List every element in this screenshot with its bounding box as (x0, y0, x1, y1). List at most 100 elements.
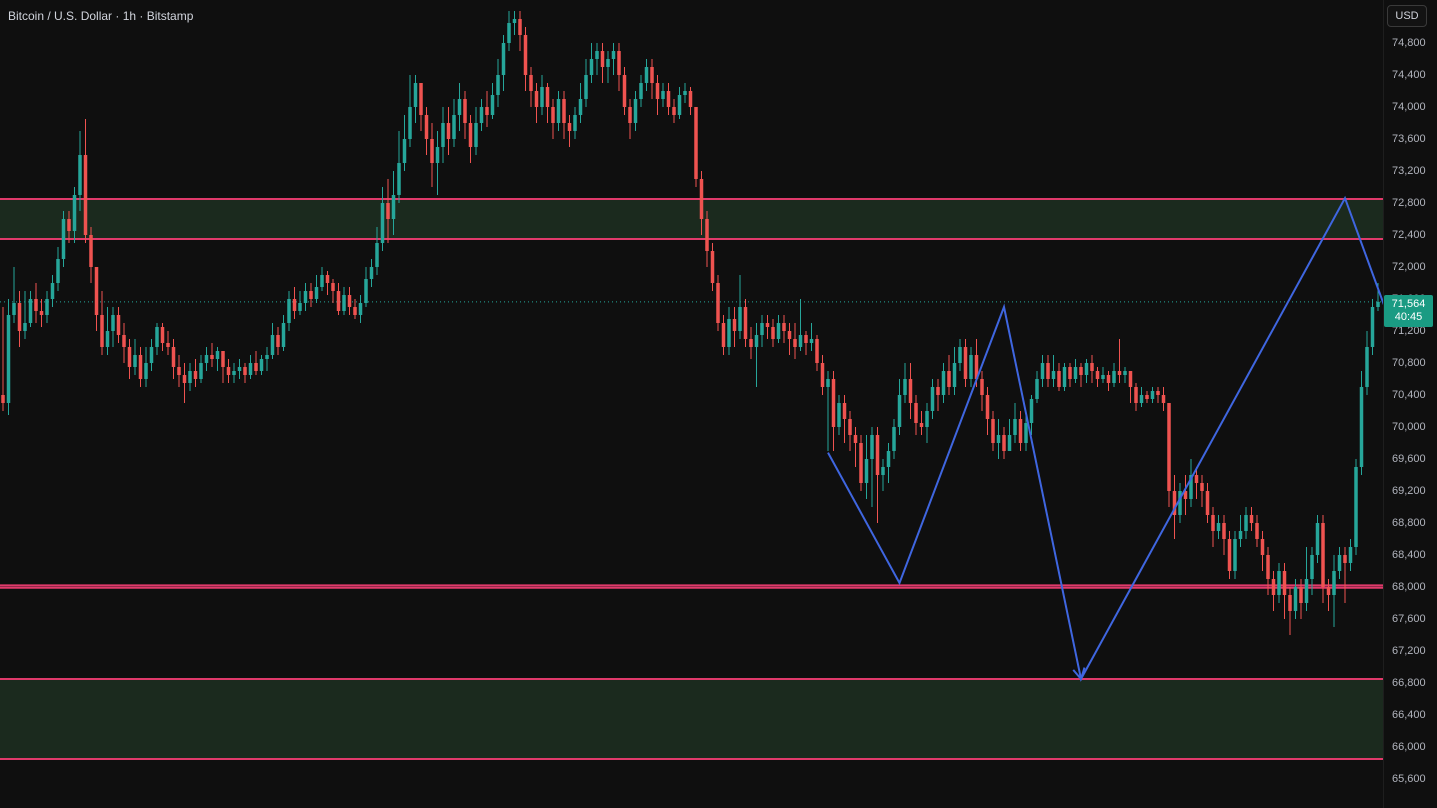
candle (127, 347, 132, 367)
candle (325, 275, 330, 283)
candle (1359, 387, 1364, 467)
candle (303, 291, 308, 303)
price-tick-label: 74,800 (1392, 37, 1426, 49)
candle (1062, 367, 1067, 387)
candle (457, 99, 462, 115)
candle (628, 107, 632, 123)
candle (842, 403, 847, 419)
candle (595, 51, 599, 59)
candle (28, 299, 33, 323)
candle (1343, 555, 1347, 563)
price-tick-label: 74,000 (1392, 101, 1426, 113)
candle (1007, 435, 1012, 451)
candle (1282, 571, 1287, 595)
candle (490, 95, 495, 115)
candle (1370, 307, 1375, 347)
price-tick-label: 66,400 (1392, 709, 1426, 721)
candle (155, 327, 159, 347)
candle (650, 67, 654, 83)
candle (760, 323, 764, 335)
price-tick-label: 73,200 (1392, 165, 1426, 177)
price-tick-label: 70,000 (1392, 421, 1426, 433)
price-chart[interactable] (0, 0, 1383, 808)
price-tick-label: 73,600 (1392, 133, 1426, 145)
candle (529, 75, 533, 91)
chart-area[interactable]: Bitcoin / U.S. Dollar · 1h · Bitstamp (0, 0, 1383, 808)
candle (89, 235, 93, 267)
candle (270, 335, 275, 355)
price-axis[interactable]: 74,800 74,400 74,000 73,600 73,200 72,800 72,4… (1383, 0, 1437, 808)
candle (881, 467, 885, 475)
candle (958, 347, 962, 363)
candle (474, 123, 478, 147)
candle (1326, 587, 1331, 595)
candle (424, 115, 429, 139)
candle (1002, 435, 1006, 451)
candle (985, 395, 990, 419)
candle (930, 387, 935, 411)
candle (864, 459, 869, 483)
candle (1018, 419, 1023, 443)
candle (683, 91, 687, 95)
price-tick-label: 71,200 (1392, 325, 1426, 337)
candle (364, 279, 368, 303)
candle (727, 319, 731, 347)
candle (523, 35, 528, 75)
candle (1200, 483, 1204, 491)
candle (1255, 523, 1259, 539)
candle (210, 355, 214, 359)
candle (380, 203, 385, 243)
candle (446, 123, 451, 139)
price-tick-label: 67,200 (1392, 645, 1426, 657)
candle (545, 87, 550, 107)
candle (1128, 371, 1133, 387)
candle (886, 451, 891, 467)
price-tick-label: 69,600 (1392, 453, 1426, 465)
candle (39, 311, 44, 315)
candle (826, 379, 830, 387)
candle (782, 323, 786, 331)
candle (1112, 371, 1116, 383)
candle (391, 195, 396, 219)
candle (573, 115, 577, 131)
candle (160, 327, 165, 343)
candle (221, 351, 225, 367)
candle (1238, 531, 1243, 539)
candle (639, 83, 643, 99)
candle (226, 367, 231, 375)
candle (215, 351, 220, 359)
candle (259, 359, 264, 371)
candle (12, 303, 16, 315)
candle (540, 87, 544, 107)
candle (56, 259, 60, 283)
candle (182, 375, 187, 383)
candle (1167, 403, 1171, 491)
candle (606, 59, 610, 67)
candle (6, 315, 11, 403)
candle (837, 403, 841, 427)
zone-rect (0, 679, 1383, 759)
candle (1150, 391, 1155, 399)
candle (1, 395, 5, 403)
candle (710, 251, 715, 283)
candle (149, 347, 154, 363)
currency-button[interactable]: USD (1387, 5, 1427, 27)
candle (831, 379, 836, 427)
candle (870, 435, 874, 459)
candle (171, 347, 176, 367)
candle (413, 83, 418, 107)
candle (1376, 301, 1380, 307)
candle (1194, 475, 1199, 483)
candle (78, 155, 82, 195)
candle (243, 367, 247, 375)
candle (1293, 587, 1298, 611)
candle (1117, 371, 1122, 375)
candle (199, 363, 203, 379)
candle (188, 371, 192, 383)
candle (859, 443, 863, 483)
candle (1354, 467, 1358, 547)
candle (677, 95, 682, 115)
candle (463, 99, 467, 123)
candle (941, 371, 946, 395)
candle (1211, 515, 1215, 531)
